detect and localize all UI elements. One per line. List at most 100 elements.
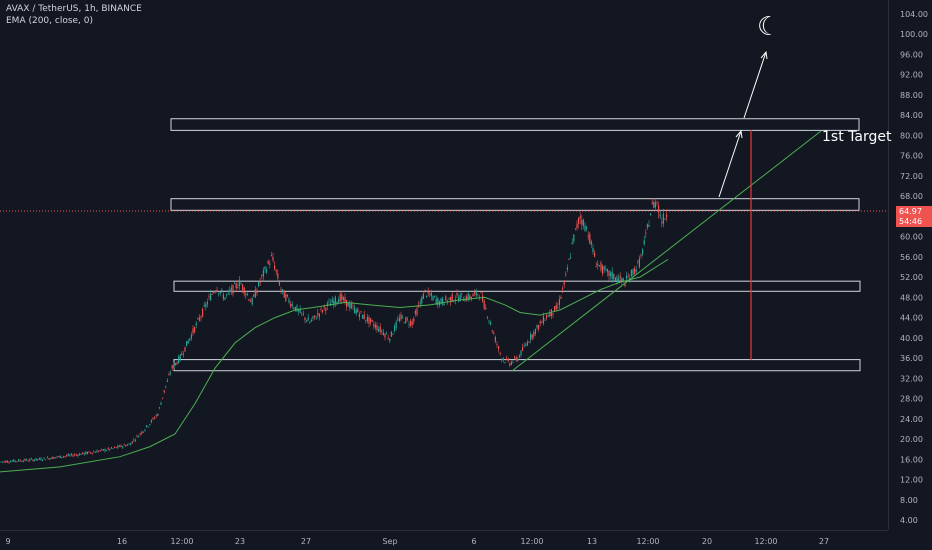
- price-tick-label: 12.00: [900, 476, 923, 485]
- zone-34[interactable]: [173, 359, 861, 372]
- time-axis[interactable]: 9 16 12:00 23 27 Sep 6 12:00 13 12:00 20 12:00 27: [5, 537, 829, 546]
- candle-body: [570, 257, 572, 258]
- candle-body: [392, 334, 394, 335]
- candle-body: [349, 303, 351, 309]
- candle-body: [274, 265, 276, 270]
- candle-body: [515, 357, 517, 361]
- zone-50[interactable]: [173, 280, 861, 292]
- candle-body: [251, 298, 253, 305]
- candle-body: [301, 312, 303, 314]
- candle-body: [248, 299, 250, 301]
- arrow-to-target[interactable]: [718, 130, 742, 198]
- candle-body: [656, 202, 658, 204]
- candle-body: [427, 290, 429, 294]
- target-label[interactable]: 1st Target: [822, 129, 892, 145]
- candle-body: [43, 457, 45, 459]
- candle-body: [605, 268, 607, 270]
- candle-body: [118, 445, 120, 447]
- candle-body: [542, 315, 544, 324]
- candle-body: [242, 284, 244, 290]
- price-tick-label: 56.00: [900, 253, 923, 262]
- candle-body: [29, 459, 31, 461]
- candle-body: [610, 272, 612, 277]
- candle-body: [563, 280, 565, 285]
- candle-body: [539, 321, 541, 324]
- candle-body: [579, 216, 581, 219]
- candle-body: [517, 358, 519, 361]
- candle-body: [216, 289, 218, 292]
- candle-body: [328, 301, 330, 303]
- price-tick-label: 40.00: [900, 334, 923, 343]
- candle-body: [371, 320, 373, 322]
- candle-body: [507, 358, 509, 362]
- candle-body: [387, 337, 389, 339]
- candle-body: [493, 332, 495, 335]
- candle-body: [450, 296, 452, 303]
- candle-body: [259, 281, 261, 283]
- candle-body: [267, 260, 269, 264]
- candle-body: [514, 357, 516, 358]
- candle-body: [341, 294, 343, 301]
- candle-body: [400, 314, 402, 320]
- arrow-to-moon[interactable]: [743, 51, 767, 119]
- moon-icon[interactable]: ☾: [757, 12, 781, 42]
- ema-line: [0, 258, 669, 473]
- candle-body: [346, 299, 348, 307]
- candle-body: [510, 361, 512, 365]
- candle-body: [85, 451, 87, 454]
- candle-body: [45, 459, 47, 461]
- candle-body: [314, 315, 316, 318]
- candle-body: [501, 358, 503, 361]
- candle-body: [72, 455, 74, 457]
- candle-body: [106, 450, 108, 452]
- candle-body: [634, 268, 636, 274]
- candle-body: [136, 435, 138, 437]
- trendline[interactable]: [511, 130, 822, 372]
- candle-body: [352, 305, 354, 307]
- zone-66[interactable]: [170, 198, 860, 211]
- candle-body: [166, 380, 168, 382]
- candle-body: [389, 338, 391, 342]
- candle-body: [210, 293, 212, 301]
- price-axis[interactable]: 104.00 100.00 96.00 92.00 88.00 84.00 80.00 76.…: [900, 10, 928, 525]
- time-tick-label: 16: [117, 537, 127, 546]
- candle-body: [531, 334, 533, 339]
- candle-body: [518, 355, 520, 358]
- price-tick-label: 104.00: [900, 10, 928, 19]
- candle-body: [126, 444, 128, 446]
- candle-body: [26, 459, 28, 461]
- candle-body: [78, 453, 80, 456]
- candle-body: [390, 331, 392, 337]
- candle-body: [91, 452, 93, 454]
- price-tick-label: 52.00: [900, 273, 923, 282]
- candle-body: [578, 217, 580, 224]
- candle-body: [40, 458, 42, 461]
- zone-84[interactable]: [170, 118, 860, 131]
- candle-body: [194, 326, 196, 333]
- price-tick-label: 68.00: [900, 192, 923, 201]
- candle-body: [499, 352, 501, 354]
- candle-body: [178, 356, 180, 364]
- arrow-to-target-head: [735, 129, 743, 139]
- candle-body: [381, 330, 383, 332]
- indicator-legend[interactable]: EMA (200, close, 0): [6, 16, 94, 26]
- candle-body: [432, 296, 434, 301]
- candle-body: [546, 315, 548, 319]
- candle-body: [384, 333, 386, 338]
- price-tick-label: 48.00: [900, 293, 923, 302]
- candle-body: [133, 439, 135, 441]
- candle-body: [205, 304, 207, 308]
- candle-body: [365, 319, 367, 321]
- candle-body: [203, 305, 205, 307]
- candle-body: [21, 461, 23, 463]
- candle-body: [224, 297, 226, 300]
- candle-body: [590, 241, 592, 245]
- candle-body: [294, 306, 296, 311]
- candle-body: [622, 278, 624, 282]
- candle-body: [221, 289, 223, 291]
- candle-body: [262, 270, 264, 277]
- symbol-title[interactable]: AVAX / TetherUS, 1h, BINANCE: [6, 4, 142, 14]
- zones-layer: [170, 118, 861, 372]
- candle-body: [598, 265, 600, 266]
